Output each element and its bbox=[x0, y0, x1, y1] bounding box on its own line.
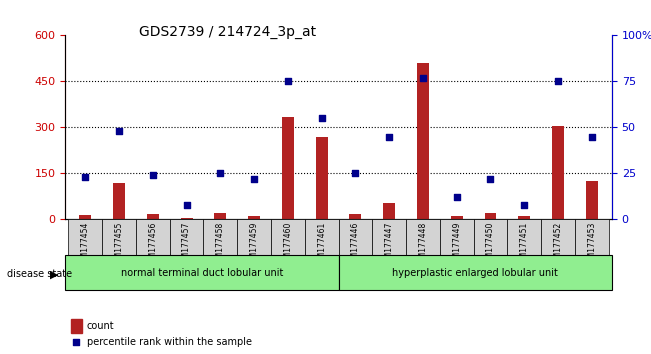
Bar bbox=[417, 63, 429, 219]
Text: GSM177459: GSM177459 bbox=[249, 221, 258, 268]
FancyBboxPatch shape bbox=[575, 219, 609, 255]
Bar bbox=[484, 213, 496, 219]
FancyBboxPatch shape bbox=[305, 219, 339, 255]
Text: GSM177453: GSM177453 bbox=[587, 221, 596, 268]
Point bbox=[433, 278, 443, 284]
FancyBboxPatch shape bbox=[541, 219, 575, 255]
Text: GSM177452: GSM177452 bbox=[553, 221, 562, 268]
Point bbox=[519, 202, 529, 207]
Text: GSM177458: GSM177458 bbox=[216, 221, 225, 268]
FancyBboxPatch shape bbox=[406, 219, 440, 255]
Text: GSM177447: GSM177447 bbox=[385, 221, 394, 268]
FancyBboxPatch shape bbox=[271, 219, 305, 255]
Point bbox=[384, 134, 395, 139]
Point bbox=[418, 75, 428, 81]
Bar bbox=[282, 117, 294, 219]
Text: ▶: ▶ bbox=[50, 269, 59, 279]
FancyBboxPatch shape bbox=[339, 219, 372, 255]
FancyBboxPatch shape bbox=[204, 219, 237, 255]
Point bbox=[249, 176, 259, 182]
Bar bbox=[181, 218, 193, 219]
Text: disease state: disease state bbox=[7, 269, 72, 279]
Text: GSM177451: GSM177451 bbox=[519, 221, 529, 268]
Point bbox=[80, 174, 90, 180]
FancyBboxPatch shape bbox=[102, 219, 136, 255]
Text: count: count bbox=[87, 321, 115, 331]
Point bbox=[283, 79, 293, 84]
Point bbox=[587, 134, 597, 139]
FancyBboxPatch shape bbox=[68, 219, 102, 255]
Point bbox=[148, 172, 158, 178]
Text: GSM177457: GSM177457 bbox=[182, 221, 191, 268]
FancyBboxPatch shape bbox=[339, 255, 612, 290]
FancyBboxPatch shape bbox=[170, 219, 204, 255]
Bar bbox=[350, 214, 361, 219]
Point bbox=[316, 115, 327, 121]
Point bbox=[485, 176, 495, 182]
Bar bbox=[214, 213, 227, 219]
Bar bbox=[383, 202, 395, 219]
Text: percentile rank within the sample: percentile rank within the sample bbox=[87, 337, 252, 347]
Point bbox=[215, 171, 226, 176]
FancyBboxPatch shape bbox=[237, 219, 271, 255]
Text: GSM177461: GSM177461 bbox=[317, 221, 326, 268]
FancyBboxPatch shape bbox=[372, 219, 406, 255]
Text: hyperplastic enlarged lobular unit: hyperplastic enlarged lobular unit bbox=[393, 268, 558, 278]
Text: GSM177450: GSM177450 bbox=[486, 221, 495, 268]
FancyBboxPatch shape bbox=[136, 219, 170, 255]
Bar bbox=[70, 319, 81, 333]
Text: GSM177446: GSM177446 bbox=[351, 221, 360, 268]
Point bbox=[350, 171, 361, 176]
Text: normal terminal duct lobular unit: normal terminal duct lobular unit bbox=[120, 268, 283, 278]
FancyBboxPatch shape bbox=[440, 219, 473, 255]
FancyBboxPatch shape bbox=[65, 255, 339, 290]
FancyBboxPatch shape bbox=[473, 219, 507, 255]
Text: GSM177456: GSM177456 bbox=[148, 221, 158, 268]
Text: GDS2739 / 214724_3p_at: GDS2739 / 214724_3p_at bbox=[139, 25, 316, 39]
Point bbox=[182, 202, 192, 207]
Bar bbox=[586, 181, 598, 219]
Bar bbox=[450, 216, 463, 219]
FancyBboxPatch shape bbox=[507, 219, 541, 255]
Bar bbox=[113, 183, 125, 219]
Text: GSM177455: GSM177455 bbox=[115, 221, 124, 268]
Point bbox=[114, 128, 124, 134]
Bar bbox=[316, 137, 327, 219]
Bar bbox=[518, 216, 530, 219]
Text: GSM177448: GSM177448 bbox=[419, 221, 428, 268]
Bar bbox=[79, 215, 91, 219]
Text: GSM177460: GSM177460 bbox=[283, 221, 292, 268]
Bar bbox=[147, 214, 159, 219]
Text: GSM177449: GSM177449 bbox=[452, 221, 461, 268]
Point bbox=[553, 79, 563, 84]
Text: GSM177454: GSM177454 bbox=[81, 221, 90, 268]
Bar bbox=[248, 216, 260, 219]
Bar bbox=[552, 126, 564, 219]
Point bbox=[451, 195, 462, 200]
